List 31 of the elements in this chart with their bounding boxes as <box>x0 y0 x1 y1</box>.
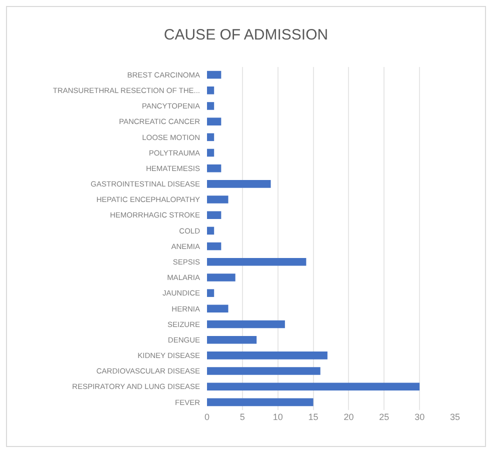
bar <box>207 274 236 282</box>
bar <box>207 180 271 188</box>
bar <box>207 336 257 344</box>
x-tick-label: 35 <box>450 412 460 422</box>
x-tick-label: 20 <box>344 412 354 422</box>
bar <box>207 242 222 250</box>
x-tick-label: 25 <box>379 412 390 422</box>
bar <box>207 320 285 328</box>
bar <box>207 102 214 110</box>
x-tick-label: 5 <box>240 412 245 422</box>
bar <box>207 148 214 157</box>
bar <box>207 86 214 94</box>
x-tick-label: 10 <box>272 412 283 422</box>
bar <box>207 196 228 204</box>
bar <box>207 382 420 391</box>
bar <box>207 70 222 79</box>
bar <box>207 289 214 297</box>
bar <box>207 164 222 172</box>
bar <box>207 226 214 235</box>
x-tick-label: 0 <box>204 412 210 422</box>
bar <box>207 258 306 266</box>
bar <box>207 304 228 313</box>
chart-title: CAUSE OF ADMISSION <box>164 26 328 44</box>
bar <box>207 211 222 220</box>
x-tick-label: 15 <box>308 412 318 422</box>
bar <box>207 398 314 406</box>
bar <box>207 133 214 142</box>
bar <box>207 367 320 375</box>
bar <box>207 118 222 126</box>
bar <box>207 352 328 360</box>
x-tick-label: 30 <box>414 412 425 422</box>
